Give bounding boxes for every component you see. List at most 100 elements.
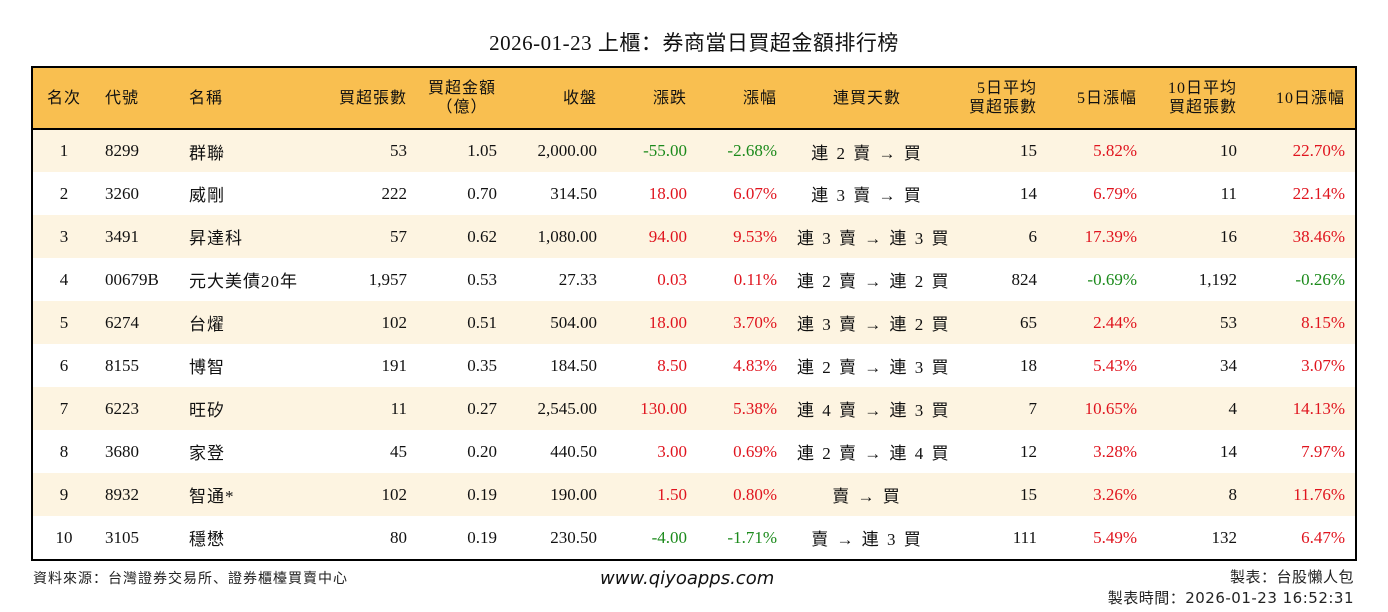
cell-change: 0.03 xyxy=(657,269,687,289)
cell-streak: 連 2 賣 → 連 2 買 xyxy=(797,272,951,291)
table-row[interactable]: 2 3260 威剛 222 0.70 314.50 18.00 6.07% 連 3 賣 → 買 1… xyxy=(33,172,1355,215)
cell-rank: 1 xyxy=(59,141,69,160)
header-streak: 連買天數 xyxy=(787,68,947,129)
cell-avg10-lots: 8 xyxy=(1228,484,1238,504)
table-row[interactable]: 4 00679B 元大美債20年 1,957 0.53 27.33 0.03 0.11% 連 2… xyxy=(33,258,1355,301)
cell-name: 智通* xyxy=(189,487,235,506)
cell-name: 博智 xyxy=(189,358,225,377)
cell-pct5: 10.65% xyxy=(1084,398,1137,418)
cell-close: 2,545.00 xyxy=(537,398,598,418)
cell-avg5-lots: 14 xyxy=(1020,183,1037,203)
header-label: 連買天數 xyxy=(832,89,901,107)
cell-pct10: 7.97% xyxy=(1301,441,1345,461)
table-row[interactable]: 8 3680 家登 45 0.20 440.50 3.00 0.69% 連 2 賣 → 連 4 … xyxy=(33,430,1355,473)
cell-name: 家登 xyxy=(189,444,225,463)
header-pct5: 5日漲幅 xyxy=(1047,68,1147,129)
cell-close: 27.33 xyxy=(558,269,597,289)
cell-pct10: -0.26% xyxy=(1295,269,1345,289)
table-row[interactable]: 9 8932 智通* 102 0.19 190.00 1.50 0.80% 賣 → 買 15 3.2… xyxy=(33,473,1355,516)
cell-net-buy-lots: 80 xyxy=(390,527,407,547)
cell-close: 2,000.00 xyxy=(537,141,598,160)
cell-pct: 0.69% xyxy=(733,441,777,461)
cell-net-buy-amount: 0.19 xyxy=(467,527,497,547)
website-link[interactable]: www.qiyoapps.com xyxy=(600,568,775,589)
cell-rank: 4 xyxy=(59,269,69,289)
cell-close: 230.50 xyxy=(550,527,597,547)
cell-pct5: 5.43% xyxy=(1093,355,1137,375)
header-code: 代號 xyxy=(95,68,179,129)
table-row[interactable]: 6 8155 博智 191 0.35 184.50 8.50 4.83% 連 2 賣 → 連 3… xyxy=(33,344,1355,387)
cell-code: 3105 xyxy=(105,527,139,547)
cell-net-buy-lots: 45 xyxy=(390,441,407,461)
page-title: 2026-01-23 上櫃：券商當日買超金額排行榜 xyxy=(489,31,899,55)
cell-rank: 3 xyxy=(59,226,69,246)
cell-pct: 4.83% xyxy=(733,355,777,375)
cell-pct10: 8.15% xyxy=(1301,312,1345,332)
cell-rank: 5 xyxy=(59,312,69,332)
header-change-pct: 漲幅 xyxy=(697,68,787,129)
cell-net-buy-lots: 102 xyxy=(381,484,408,504)
data-source-note: 資料來源：台灣證券交易所、證券櫃檯買賣中心 xyxy=(33,571,348,587)
cell-net-buy-amount: 0.53 xyxy=(467,269,497,289)
table-row[interactable]: 1 8299 群聯 53 1.05 2,000.00 -55.00 -2.68% 連 2 賣 →… xyxy=(33,129,1355,172)
cell-name: 昇達科 xyxy=(189,229,243,248)
author-info: 製表：台股懶人包 製表時間：2026-01-23 16:52:31 xyxy=(1108,567,1354,609)
header-label: 代號 xyxy=(105,89,140,107)
cell-avg5-lots: 15 xyxy=(1020,484,1037,504)
cell-pct10: 38.46% xyxy=(1292,226,1345,246)
header-label: 10日漲幅 xyxy=(1275,89,1345,107)
cell-rank: 7 xyxy=(59,398,69,418)
cell-avg10-lots: 4 xyxy=(1228,398,1238,418)
cell-streak: 連 3 賣 → 連 2 買 xyxy=(797,315,951,334)
header-avg5-lots: 5日平均 買超張數 xyxy=(947,68,1047,129)
cell-net-buy-amount: 0.20 xyxy=(467,441,497,461)
cell-net-buy-lots: 57 xyxy=(390,226,407,246)
cell-close: 440.50 xyxy=(550,441,597,461)
cell-pct5: -0.69% xyxy=(1087,269,1137,289)
cell-code: 6274 xyxy=(105,312,139,332)
generated-time: 製表時間：2026-01-23 16:52:31 xyxy=(1107,589,1354,607)
cell-streak: 連 3 賣 → 買 xyxy=(811,186,923,205)
cell-pct10: 11.76% xyxy=(1293,484,1345,504)
cell-net-buy-lots: 53 xyxy=(390,141,407,160)
table-row[interactable]: 7 6223 旺矽 11 0.27 2,545.00 130.00 5.38% 連 4 賣 → … xyxy=(33,387,1355,430)
cell-pct: -2.68% xyxy=(727,141,777,160)
header-net-buy-lots: 買超張數 xyxy=(309,68,417,129)
header-sublabel: 買超張數 xyxy=(1168,99,1237,116)
header-net-buy-amount: 買超金額 （億） xyxy=(417,68,507,129)
cell-avg10-lots: 132 xyxy=(1211,527,1238,547)
cell-code: 3260 xyxy=(105,183,139,203)
cell-pct: 0.11% xyxy=(733,269,777,289)
header-label: 5日平均 xyxy=(976,80,1037,97)
cell-change: 1.50 xyxy=(657,484,687,504)
cell-rank: 2 xyxy=(59,183,69,203)
table-row[interactable]: 3 3491 昇達科 57 0.62 1,080.00 94.00 9.53% 連 3 賣 → … xyxy=(33,215,1355,258)
cell-name: 穩懋 xyxy=(189,530,225,549)
cell-code: 3491 xyxy=(105,226,139,246)
cell-change: 130.00 xyxy=(640,398,687,418)
cell-close: 504.00 xyxy=(550,312,597,332)
cell-pct5: 2.44% xyxy=(1093,312,1137,332)
cell-rank: 9 xyxy=(59,484,69,504)
cell-avg10-lots: 14 xyxy=(1220,441,1237,461)
cell-avg10-lots: 53 xyxy=(1220,312,1237,332)
cell-rank: 8 xyxy=(59,441,69,461)
cell-code: 8299 xyxy=(105,141,139,160)
header-label: 10日平均 xyxy=(1167,80,1237,97)
cell-pct5: 17.39% xyxy=(1084,226,1137,246)
cell-avg10-lots: 16 xyxy=(1220,226,1237,246)
table-row[interactable]: 10 3105 穩懋 80 0.19 230.50 -4.00 -1.71% 賣 → 連 3 買… xyxy=(33,516,1355,559)
cell-net-buy-amount: 1.05 xyxy=(467,141,497,160)
table-row[interactable]: 5 6274 台燿 102 0.51 504.00 18.00 3.70% 連 3 賣 → 連 … xyxy=(33,301,1355,344)
cell-close: 190.00 xyxy=(550,484,597,504)
header-pct10: 10日漲幅 xyxy=(1247,68,1355,129)
header-label: 買超金額 xyxy=(427,80,496,97)
cell-close: 314.50 xyxy=(550,183,597,203)
cell-pct: 6.07% xyxy=(733,183,777,203)
cell-pct5: 5.49% xyxy=(1093,527,1137,547)
cell-avg5-lots: 18 xyxy=(1020,355,1037,375)
cell-pct: 0.80% xyxy=(733,484,777,504)
cell-net-buy-amount: 0.35 xyxy=(467,355,497,375)
header-name: 名稱 xyxy=(179,68,309,129)
header-label: 漲跌 xyxy=(652,89,687,107)
